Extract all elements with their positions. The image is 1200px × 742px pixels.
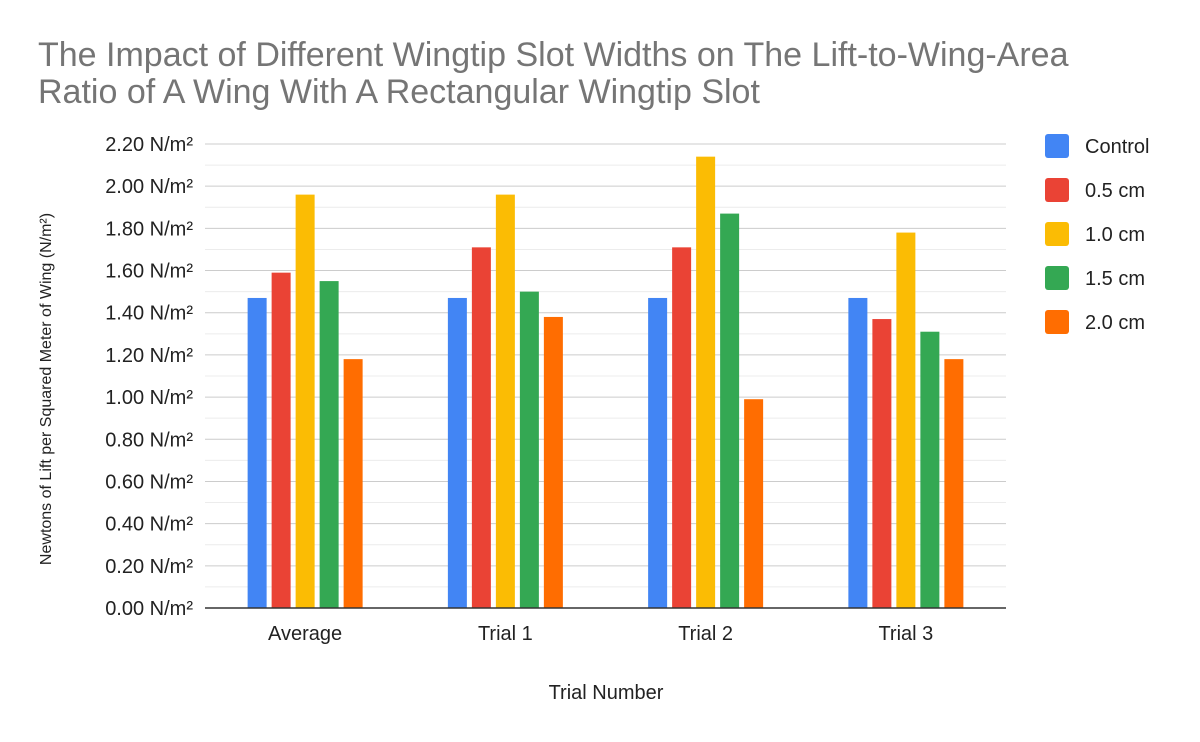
y-tick-label: 0.00 N/m² xyxy=(105,598,193,620)
bar-trial-2-0-5-cm xyxy=(672,247,692,608)
bar-average-0-5-cm xyxy=(271,272,291,608)
legend: Control 0.5 cm 1.0 cm 1.5 cm 2.0 cm xyxy=(1045,134,1149,334)
y-tick-label: 1.40 N/m² xyxy=(105,303,193,325)
y-tick-label: 1.00 N/m² xyxy=(105,387,193,409)
y-tick-label: 0.40 N/m² xyxy=(105,514,193,536)
chart-title-line-1: The Impact of Different Wingtip Slot Wid… xyxy=(38,36,1069,74)
legend-swatch xyxy=(1045,222,1069,246)
legend-swatch xyxy=(1045,310,1069,334)
x-tick-label: Average xyxy=(268,623,342,645)
bar-trial-3-1-5-cm xyxy=(920,331,940,608)
bar-trial-1-control xyxy=(447,297,467,608)
bar-trial-1-0-5-cm xyxy=(471,247,491,608)
bar-trial-3-1-0-cm xyxy=(896,232,916,608)
x-tick-label: Trial 3 xyxy=(878,623,933,645)
bar-trial-3-2-0-cm xyxy=(944,359,964,608)
y-axis-ticks: 0.00 N/m² 0.20 N/m² 0.40 N/m² 0.60 N/m² 0.80… xyxy=(105,134,193,620)
x-axis-ticks: Average Trial 1 Trial 2 Trial 3 xyxy=(268,623,933,645)
bar-average-2-0-cm xyxy=(343,359,363,608)
chart-title-line-2: Ratio of A Wing With A Rectangular Wingt… xyxy=(38,73,760,111)
y-tick-label: 1.80 N/m² xyxy=(105,218,193,240)
bar-trial-2-1-0-cm xyxy=(696,156,716,608)
bars xyxy=(247,156,964,609)
y-axis-title: Newtons of Lift per Squared Meter of Win… xyxy=(38,213,55,565)
bar-average-1-0-cm xyxy=(295,194,315,609)
y-tick-label: 1.20 N/m² xyxy=(105,345,193,367)
legend-label: 0.5 cm xyxy=(1085,180,1145,202)
x-axis-title: Trial Number xyxy=(549,682,664,704)
legend-label: 1.5 cm xyxy=(1085,268,1145,290)
y-tick-label: 2.20 N/m² xyxy=(105,134,193,156)
bar-trial-2-2-0-cm xyxy=(744,399,764,608)
legend-swatch xyxy=(1045,178,1069,202)
y-tick-label: 1.60 N/m² xyxy=(105,261,193,283)
y-tick-label: 0.60 N/m² xyxy=(105,471,193,493)
legend-swatch xyxy=(1045,134,1069,158)
bar-trial-1-1-5-cm xyxy=(519,291,539,608)
legend-label: Control xyxy=(1085,136,1149,158)
bar-trial-3-0-5-cm xyxy=(872,319,892,608)
x-tick-label: Trial 1 xyxy=(478,623,533,645)
y-tick-label: 0.80 N/m² xyxy=(105,429,193,451)
bar-trial-2-control xyxy=(648,297,668,608)
legend-label: 1.0 cm xyxy=(1085,224,1145,246)
bar-average-1-5-cm xyxy=(319,281,339,608)
legend-swatch xyxy=(1045,266,1069,290)
bar-average-control xyxy=(247,297,267,608)
x-tick-label: Trial 2 xyxy=(678,623,733,645)
bar-trial-1-1-0-cm xyxy=(495,194,515,609)
y-tick-label: 0.20 N/m² xyxy=(105,556,193,578)
y-tick-label: 2.00 N/m² xyxy=(105,176,193,198)
bar-trial-1-2-0-cm xyxy=(543,316,563,608)
legend-label: 2.0 cm xyxy=(1085,312,1145,334)
bar-trial-3-control xyxy=(848,297,868,608)
bar-trial-2-1-5-cm xyxy=(720,213,740,608)
